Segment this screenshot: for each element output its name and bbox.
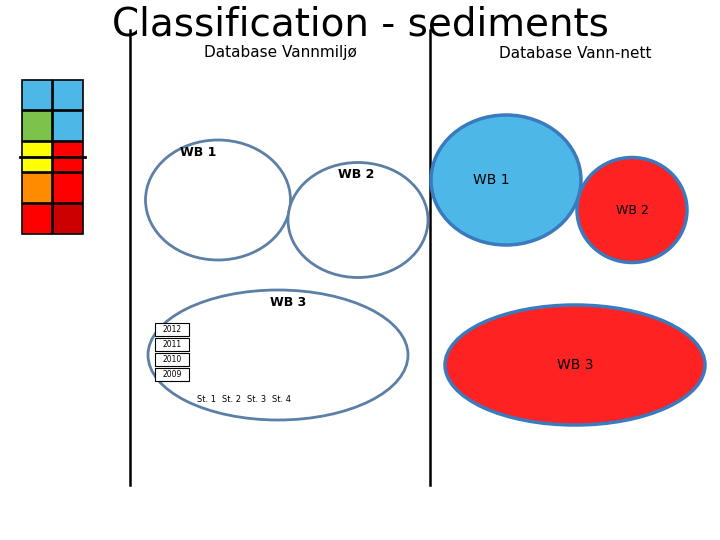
- Bar: [275, 335, 288, 348]
- Bar: [370, 205, 383, 218]
- Bar: [316, 205, 329, 218]
- Bar: [225, 377, 238, 390]
- Bar: [53, 142, 83, 172]
- Bar: [22, 111, 52, 141]
- Bar: [22, 204, 52, 234]
- Bar: [334, 233, 347, 246]
- Bar: [352, 233, 365, 246]
- Bar: [53, 204, 83, 234]
- Bar: [352, 205, 365, 218]
- Bar: [316, 233, 329, 246]
- Bar: [250, 377, 263, 390]
- Text: 2010: 2010: [163, 355, 181, 364]
- Bar: [155, 353, 189, 366]
- Bar: [370, 233, 383, 246]
- Text: WB 3: WB 3: [557, 358, 593, 372]
- Bar: [195, 180, 208, 193]
- Bar: [200, 335, 213, 348]
- Ellipse shape: [445, 305, 705, 425]
- Text: Classification - sediments: Classification - sediments: [112, 6, 608, 44]
- Bar: [155, 323, 189, 336]
- Bar: [22, 80, 52, 110]
- Bar: [200, 377, 213, 390]
- Ellipse shape: [145, 140, 290, 260]
- Bar: [155, 368, 189, 381]
- Bar: [352, 219, 365, 232]
- Text: WB 2: WB 2: [616, 204, 649, 217]
- Bar: [225, 335, 238, 348]
- Bar: [195, 194, 208, 207]
- Bar: [225, 349, 238, 362]
- Bar: [176, 222, 189, 235]
- Text: WB 3: WB 3: [270, 296, 306, 309]
- Bar: [316, 219, 329, 232]
- Bar: [22, 142, 52, 172]
- Text: 2009: 2009: [162, 370, 181, 379]
- Bar: [275, 363, 288, 376]
- Bar: [250, 335, 263, 348]
- Bar: [53, 80, 83, 110]
- Text: WB 1: WB 1: [180, 145, 217, 159]
- Bar: [22, 173, 52, 203]
- Text: St. 4: St. 4: [272, 395, 291, 404]
- Text: WB 1: WB 1: [473, 173, 509, 187]
- Bar: [334, 205, 347, 218]
- Bar: [370, 219, 383, 232]
- Text: St. 1: St. 1: [197, 395, 216, 404]
- Bar: [176, 208, 189, 221]
- Bar: [316, 247, 329, 260]
- Ellipse shape: [148, 290, 408, 420]
- Bar: [176, 194, 189, 207]
- Bar: [214, 222, 227, 235]
- Text: WB 2: WB 2: [338, 167, 374, 180]
- Bar: [334, 247, 347, 260]
- Text: Database Vannmiljø: Database Vannmiljø: [204, 45, 356, 60]
- Bar: [155, 338, 189, 351]
- Bar: [53, 173, 83, 203]
- Bar: [200, 363, 213, 376]
- Ellipse shape: [288, 163, 428, 278]
- Text: 2011: 2011: [163, 340, 181, 349]
- Bar: [250, 349, 263, 362]
- Bar: [334, 219, 347, 232]
- Ellipse shape: [431, 115, 581, 245]
- Bar: [195, 236, 208, 249]
- Text: St. 3: St. 3: [247, 395, 266, 404]
- Bar: [195, 208, 208, 221]
- Text: St. 2: St. 2: [222, 395, 241, 404]
- Bar: [370, 247, 383, 260]
- Bar: [214, 208, 227, 221]
- Bar: [250, 363, 263, 376]
- Ellipse shape: [577, 158, 687, 262]
- Bar: [53, 111, 83, 141]
- Bar: [275, 377, 288, 390]
- Bar: [214, 194, 227, 207]
- Bar: [195, 222, 208, 235]
- Bar: [176, 180, 189, 193]
- Text: 2012: 2012: [163, 325, 181, 334]
- Bar: [200, 349, 213, 362]
- Bar: [225, 363, 238, 376]
- Bar: [275, 349, 288, 362]
- Text: Database Vann-nett: Database Vann-nett: [499, 45, 652, 60]
